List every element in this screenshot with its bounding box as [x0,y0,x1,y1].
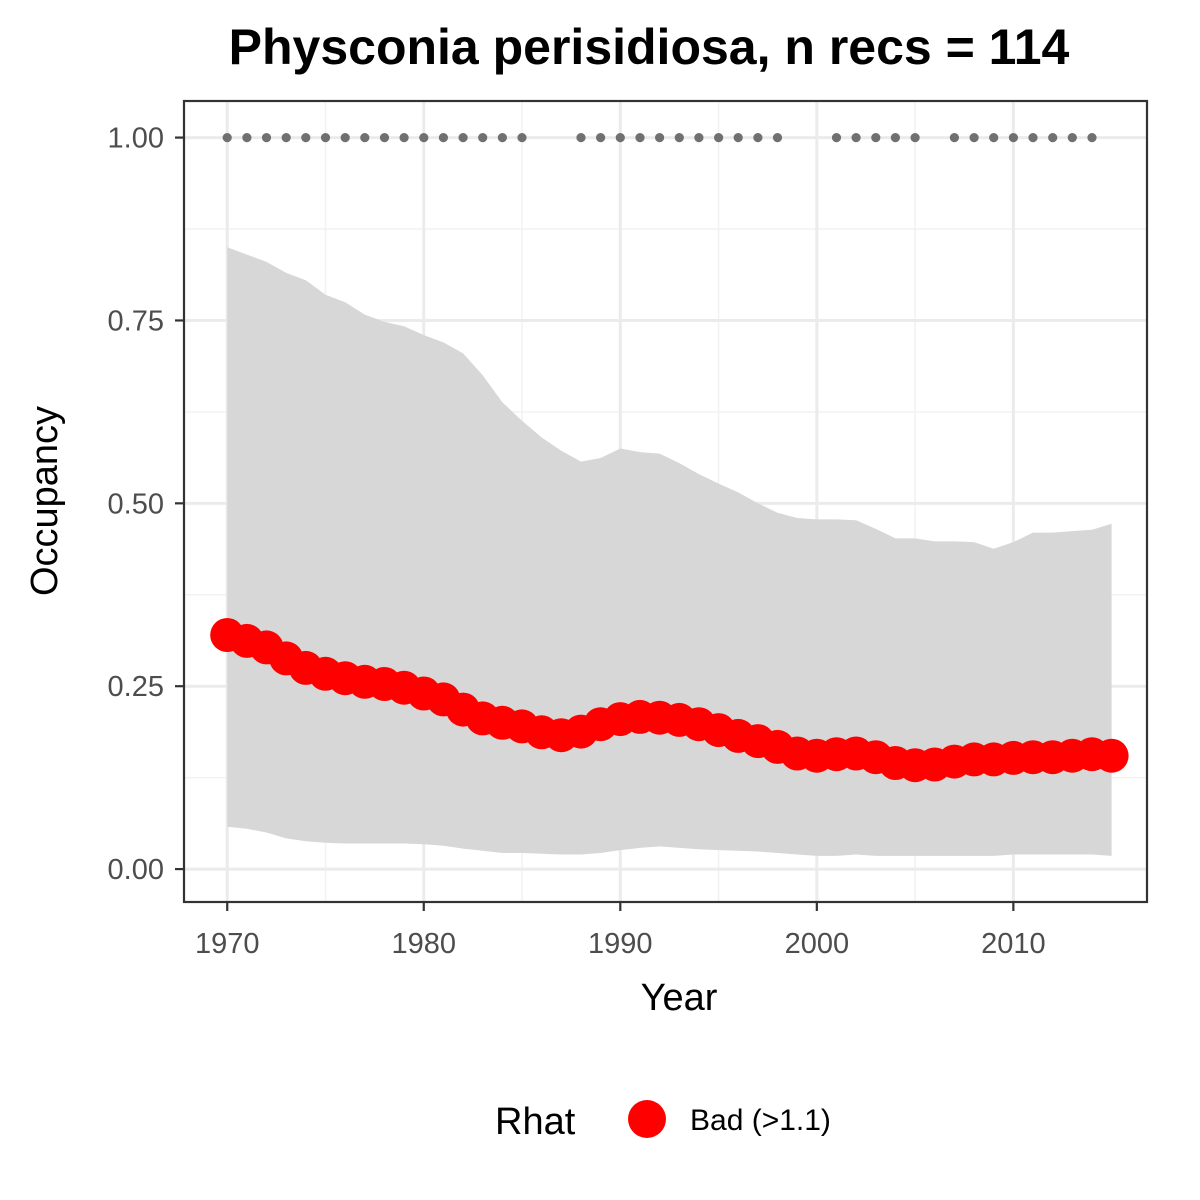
data-year-dot [1048,133,1058,143]
x-tick-label: 2000 [785,928,850,960]
legend-label-bad: Bad (>1.1) [690,1104,831,1137]
data-year-dot [655,133,665,143]
data-year-dot [242,133,252,143]
data-year-dot [497,133,507,143]
data-year-dot [851,133,861,143]
data-year-dot [419,133,429,143]
x-tick-label: 1990 [588,928,653,960]
y-tick-label: 0.50 [108,488,164,520]
data-year-dot [1087,133,1097,143]
data-year-dot [871,133,881,143]
legend-title: Rhat [495,1101,576,1143]
data-year-dot [615,133,625,143]
x-tick-label: 2010 [981,928,1046,960]
data-year-dot [733,133,743,143]
y-tick-label: 1.00 [108,123,164,155]
y-tick-label: 0.25 [108,671,164,703]
plot-panel-border [182,99,1149,904]
data-year-dot [890,133,901,143]
data-year-dot [753,133,763,143]
data-year-dot [320,133,331,143]
data-year-dot [517,133,527,143]
x-tick-label: 1970 [195,928,260,960]
data-year-dot [576,133,586,143]
data-year-dot [969,133,979,143]
x-tick-label: 1980 [392,928,457,960]
y-axis-title: Occupancy [24,406,66,596]
data-year-dot [340,133,350,143]
data-year-dot [596,133,606,143]
data-year-dot [674,133,684,143]
data-year-dot [458,133,468,143]
occupancy-points [210,618,1129,783]
data-year-dot [1067,133,1077,143]
y-axis-ticks: 0.00 0.25 0.50 0.75 1.00 [108,123,184,886]
chart-title: Physconia perisidiosa, n recs = 114 [229,19,1070,75]
x-axis-ticks: 1970 1980 1990 2000 2010 [195,902,1046,960]
data-year-dot [438,133,448,143]
data-year-dot [989,133,999,143]
data-year-dot [910,133,920,143]
data-year-dot [1008,133,1019,143]
data-year-dot [772,133,783,143]
data-year-dot [360,133,370,143]
y-tick-label: 0.75 [108,305,164,337]
data-year-dot [222,133,232,143]
legend-key-bad [628,1100,666,1138]
data-year-points [222,133,1097,143]
data-year-dot [379,133,390,143]
y-tick-label: 0.00 [108,854,164,886]
data-year-dot [635,133,645,143]
data-year-dot [714,133,724,143]
data-year-dot [478,133,488,143]
data-year-dot [694,133,704,143]
data-year-dot [261,133,272,143]
data-year-dot [1028,133,1038,143]
occupancy-point [1094,738,1129,773]
data-year-dot [281,133,291,143]
data-year-dot [949,133,960,143]
x-axis-title: Year [641,977,718,1019]
data-year-dot [399,133,409,143]
data-year-dot [301,133,311,143]
legend: Rhat Bad (>1.1) [495,1100,831,1143]
data-year-dot [831,133,842,143]
